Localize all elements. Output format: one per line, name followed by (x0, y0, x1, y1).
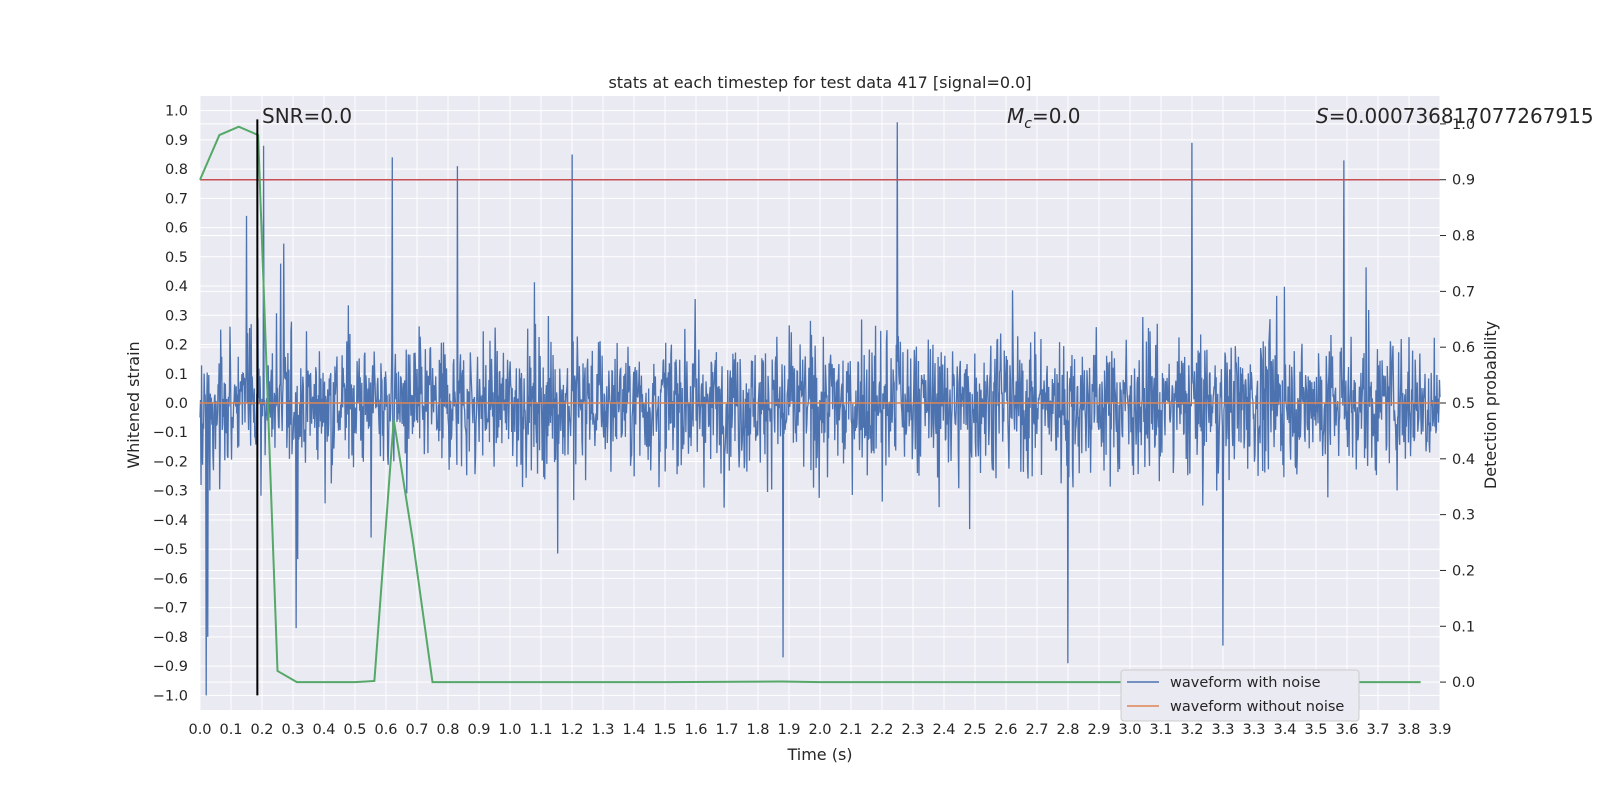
y-tick-labels-left: 1.0 0.9 0.8 0.7 0.6 0.5 0.4 0.3 0.2 0.1 0.0 −0.1 −0.… (153, 104, 188, 705)
x-tick-label: 3.9 (1428, 722, 1451, 738)
y-tick-label-left: −0.7 (153, 601, 188, 617)
mc-value: =0.0 (1032, 104, 1081, 128)
y-tick-label-right: 0.1 (1452, 619, 1475, 635)
x-tick-label: 1.8 (746, 722, 769, 738)
x-tick-label: 3.4 (1273, 722, 1296, 738)
y-tick-label-left: 0.4 (165, 279, 188, 295)
y-tick-label-left: −0.2 (153, 454, 188, 470)
y-tick-label-right: 0.2 (1452, 563, 1475, 579)
x-tick-label: 1.6 (684, 722, 707, 738)
x-tick-label: 2.4 (932, 722, 955, 738)
y-tick-label-right: 0.5 (1452, 396, 1475, 412)
x-tick-label: 2.1 (839, 722, 862, 738)
s-symbol: S (1316, 104, 1329, 128)
y-tick-label-right: 0.8 (1452, 229, 1475, 245)
x-tick-label: 3.6 (1335, 722, 1358, 738)
mc-subscript: c (1024, 116, 1032, 132)
chart-title: stats at each timestep for test data 417… (608, 73, 1031, 92)
series-detection-probability (199, 125, 1421, 684)
x-tick-label: 2.0 (808, 722, 831, 738)
y-tick-label-right: 0.0 (1452, 675, 1475, 691)
y-tick-label-left: −1.0 (153, 688, 188, 704)
x-tick-label: 3.2 (1180, 722, 1203, 738)
x-tick-label: 3.5 (1304, 722, 1327, 738)
x-tick-label: 2.5 (963, 722, 986, 738)
y-tick-label-left: −0.6 (153, 571, 188, 587)
waveform-noise-path (199, 122, 1441, 696)
x-tick-label: 0.9 (467, 722, 490, 738)
x-tick-label: 2.2 (870, 722, 893, 738)
y-tick-label-left: 0.3 (165, 308, 188, 324)
y-tick-label-left: 1.0 (165, 104, 188, 120)
x-tick-label: 0.2 (250, 722, 273, 738)
x-tick-label: 3.8 (1397, 722, 1420, 738)
x-tick-labels: 0.0 0.1 0.2 0.3 0.4 0.5 0.6 0.7 0.8 0.9 1.0 1.1 1.2 1… (188, 722, 1451, 738)
x-tick-label: 0.1 (219, 722, 242, 738)
x-tick-label: 0.7 (405, 722, 428, 738)
y-tick-label-left: 0.2 (165, 338, 188, 354)
legend: waveform with noise waveform without noi… (1120, 669, 1360, 722)
x-tick-label: 0.8 (436, 722, 459, 738)
x-tick-label: 3.3 (1211, 722, 1234, 738)
x-tick-label: 2.8 (1056, 722, 1079, 738)
x-tick-label: 2.9 (1087, 722, 1110, 738)
snr-annotation: SNR=0.0 (262, 104, 352, 128)
x-tick-label: 2.7 (1025, 722, 1048, 738)
x-tick-label: 1.4 (622, 722, 645, 738)
x-tick-label: 1.0 (498, 722, 521, 738)
y-tick-label-left: −0.3 (153, 484, 188, 500)
x-tick-label: 3.0 (1118, 722, 1141, 738)
x-tick-label: 1.9 (777, 722, 800, 738)
y-tick-labels-right: 1.0 0.9 0.8 0.7 0.6 0.5 0.4 0.3 0.2 0.1 0.0 (1452, 117, 1475, 691)
x-tick-label: 2.3 (901, 722, 924, 738)
series-waveform-with-noise (199, 122, 1441, 696)
y-tick-label-right: 0.4 (1452, 452, 1475, 468)
y-tick-label-left: 0.8 (165, 162, 188, 178)
x-tick-label: 0.0 (188, 722, 211, 738)
x-tick-label: 1.5 (653, 722, 676, 738)
x-tick-label: 3.3 (1242, 722, 1265, 738)
y-tick-label-left: 0.0 (165, 396, 188, 412)
x-tick-label: 0.6 (374, 722, 397, 738)
s-annotation: S=0.000736817077267915 (1316, 104, 1594, 128)
legend-label-clean: waveform without noise (1170, 699, 1344, 715)
mc-symbol: M (1007, 104, 1024, 128)
x-tick-label: 0.3 (281, 722, 304, 738)
x-tick-label: 1.7 (715, 722, 738, 738)
y-tick-label-left: 0.7 (165, 191, 188, 207)
y-axis-label-right: Detection probability (1481, 321, 1500, 489)
legend-label-noise: waveform with noise (1170, 675, 1321, 691)
y-tick-label-right: 0.7 (1452, 284, 1475, 300)
y-tick-label-right: 1.0 (1452, 117, 1475, 133)
x-tick-label: 3.1 (1149, 722, 1172, 738)
y-tick-label-right: 0.3 (1452, 508, 1475, 524)
legend-box (1120, 669, 1360, 722)
s-value: =0.000736817077267915 (1329, 104, 1594, 128)
x-tick-label: 2.6 (994, 722, 1017, 738)
y-tick-label-left: −0.9 (153, 659, 188, 675)
x-axis-label: Time (s) (786, 745, 852, 764)
x-tick-label: 1.2 (560, 722, 583, 738)
y-tick-label-right: 0.6 (1452, 340, 1475, 356)
x-tick-label: 1.1 (529, 722, 552, 738)
y-tick-label-left: 0.6 (165, 221, 188, 237)
y-axis-label-left: Whitened strain (124, 341, 143, 468)
y-tick-label-left: −0.5 (153, 542, 188, 558)
y-tick-label-left: 0.9 (165, 133, 188, 149)
y-tick-label-right: 0.9 (1452, 173, 1475, 189)
y-tick-label-left: −0.8 (153, 630, 188, 646)
y-tick-label-left: 0.1 (165, 367, 188, 383)
x-tick-label: 3.7 (1366, 722, 1389, 738)
mc-annotation: Mc=0.0 (1007, 104, 1081, 132)
y-tick-label-left: 0.5 (165, 250, 188, 266)
y-tick-label-left: −0.4 (153, 513, 188, 529)
x-tick-label: 0.4 (312, 722, 335, 738)
x-tick-label: 0.5 (343, 722, 366, 738)
y-tick-label-left: −0.1 (153, 425, 188, 441)
x-tick-label: 1.3 (591, 722, 614, 738)
